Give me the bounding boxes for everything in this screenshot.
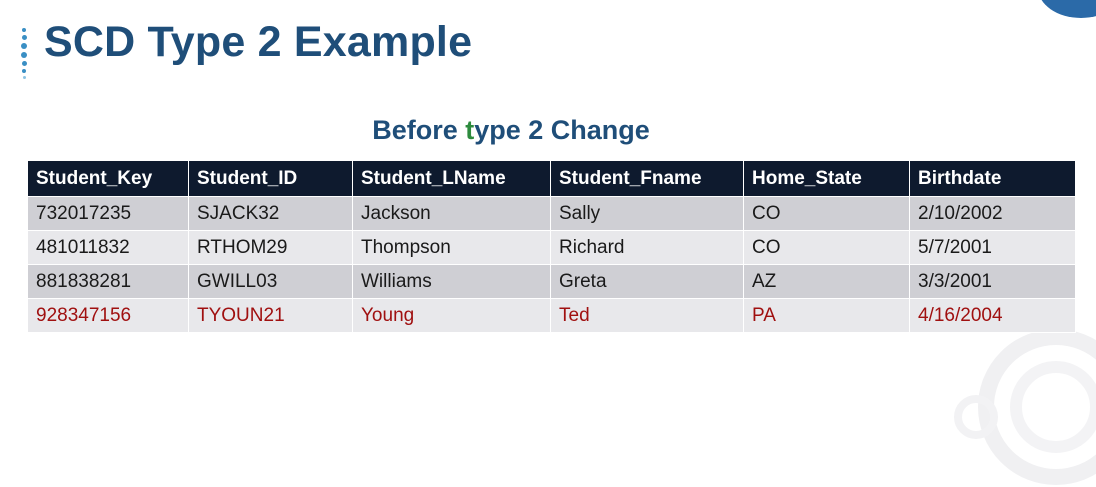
subtitle-before: Before [372, 115, 466, 145]
cell-student-id: RTHOM29 [188, 230, 353, 265]
cell-home-state: AZ [743, 264, 910, 299]
cell-birthdate: 5/7/2001 [909, 230, 1076, 265]
cell-student-lname: Jackson [352, 196, 551, 231]
cell-student-key: 928347156 [27, 298, 189, 333]
column-header-student-key: Student_Key [27, 160, 189, 197]
cell-student-id: GWILL03 [188, 264, 353, 299]
cell-home-state: CO [743, 230, 910, 265]
cell-student-key: 881838281 [27, 264, 189, 299]
cell-birthdate: 3/3/2001 [909, 264, 1076, 299]
subtitle-highlight-letter: t [465, 115, 475, 145]
column-header-student-lname: Student_LName [352, 160, 551, 197]
cell-student-fname: Greta [550, 264, 744, 299]
cell-student-lname: Williams [352, 264, 551, 299]
column-header-student-fname: Student_Fname [550, 160, 744, 197]
cell-home-state: PA [743, 298, 910, 333]
student-table: Student_Key Student_ID Student_LName Stu… [27, 160, 1076, 333]
table-row: 732017235 SJACK32 Jackson Sally CO 2/10/… [27, 196, 1076, 231]
column-header-birthdate: Birthdate [909, 160, 1076, 197]
cell-birthdate: 4/16/2004 [909, 298, 1076, 333]
cell-student-key: 732017235 [27, 196, 189, 231]
cell-student-fname: Ted [550, 298, 744, 333]
corner-decoration [1038, 0, 1096, 18]
cell-student-id: SJACK32 [188, 196, 353, 231]
cell-student-fname: Richard [550, 230, 744, 265]
table-row: 881838281 GWILL03 Williams Greta AZ 3/3/… [27, 264, 1076, 299]
column-header-home-state: Home_State [743, 160, 910, 197]
table-row: 481011832 RTHOM29 Thompson Richard CO 5/… [27, 230, 1076, 265]
slide-title: SCD Type 2 Example [44, 18, 473, 66]
cell-birthdate: 2/10/2002 [909, 196, 1076, 231]
table-subtitle: Before type 2 Change [0, 115, 1022, 146]
title-bullet-dots [20, 28, 28, 82]
cell-home-state: CO [743, 196, 910, 231]
cell-student-id: TYOUN21 [188, 298, 353, 333]
cell-student-lname: Thompson [352, 230, 551, 265]
cell-student-lname: Young [352, 298, 551, 333]
table-header-row: Student_Key Student_ID Student_LName Stu… [27, 160, 1076, 197]
subtitle-after: ype 2 Change [474, 115, 650, 145]
column-header-student-id: Student_ID [188, 160, 353, 197]
cell-student-key: 481011832 [27, 230, 189, 265]
table-row-new-record: 928347156 TYOUN21 Young Ted PA 4/16/2004 [27, 298, 1076, 333]
cell-student-fname: Sally [550, 196, 744, 231]
